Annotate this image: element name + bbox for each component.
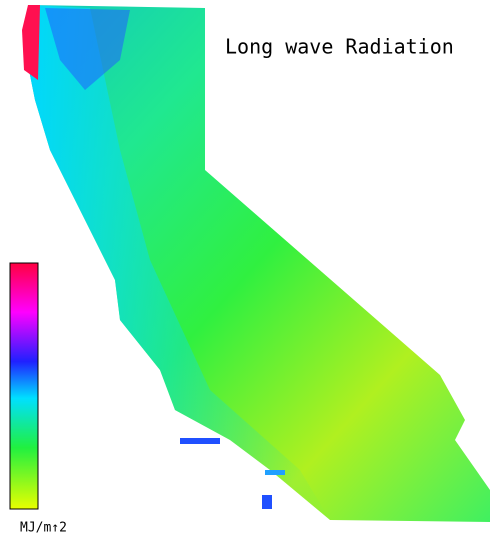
warm-coast (22, 5, 40, 80)
island (180, 438, 220, 444)
colorbar (9, 262, 39, 510)
colorbar-unit: MJ/m↑2 (20, 521, 67, 536)
island (262, 495, 272, 509)
island (265, 470, 285, 475)
state-shape (25, 5, 490, 522)
california-map (22, 5, 490, 522)
map-title: Long wave Radiation (225, 35, 454, 59)
mountain-area (45, 8, 130, 90)
coastal-band (25, 5, 330, 520)
colorbar-ramp (9, 262, 39, 510)
